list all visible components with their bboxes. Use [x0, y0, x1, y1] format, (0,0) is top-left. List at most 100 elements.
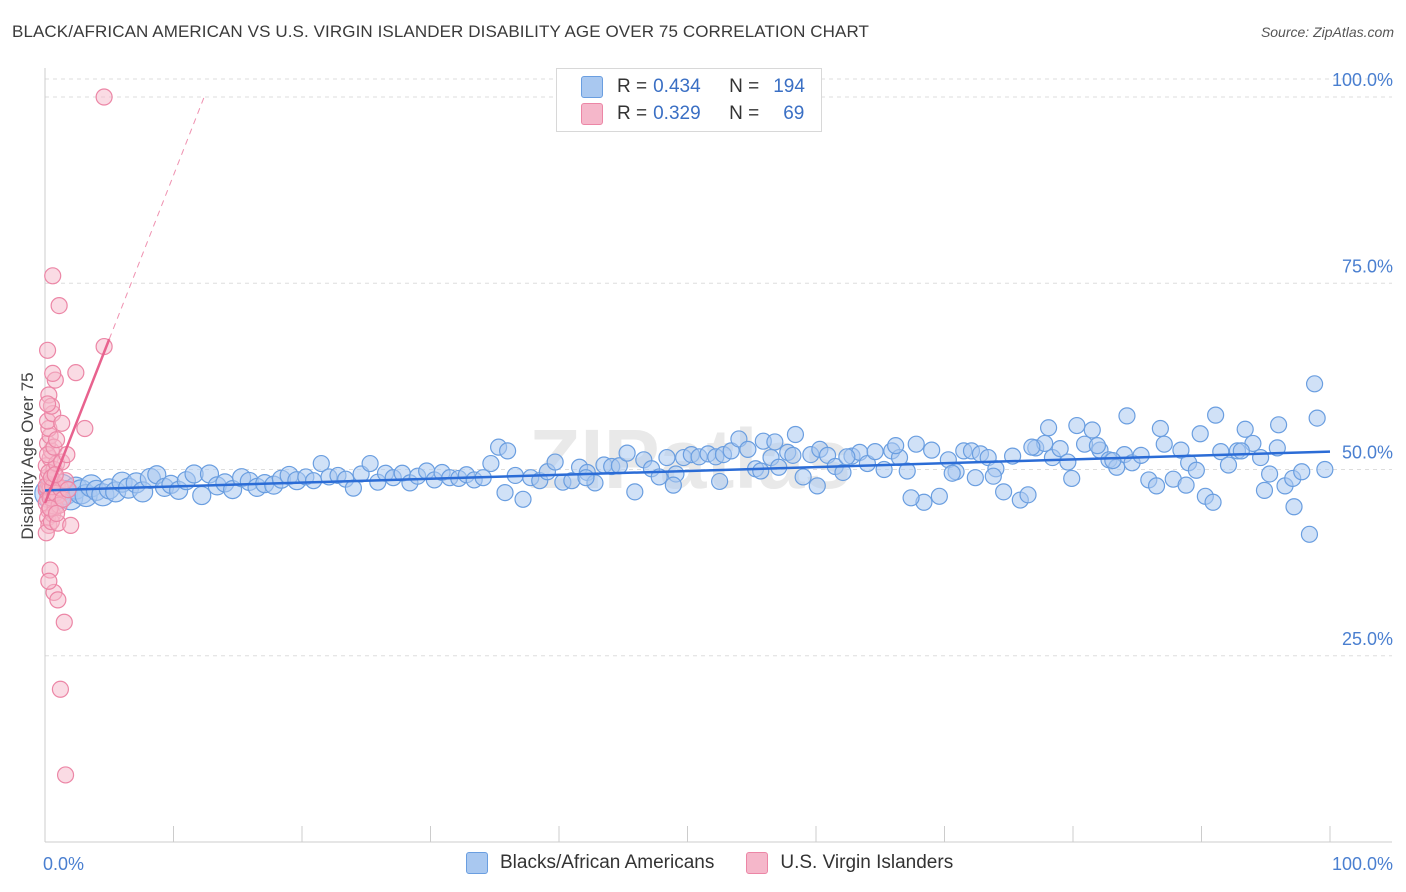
trend-line-blue	[44, 450, 1331, 492]
series-blacks-african-americans	[34, 375, 1334, 543]
data-point-blue	[1019, 486, 1037, 504]
data-point-blue	[1088, 437, 1107, 455]
legend-item-blacks: Blacks/African Americans	[466, 852, 714, 874]
data-point-blue	[1118, 407, 1136, 425]
data-point-blue	[838, 448, 856, 466]
data-point-blue	[898, 462, 916, 480]
data-point-blue	[711, 472, 729, 491]
data-point-blue	[722, 442, 740, 460]
data-point-pink	[47, 504, 66, 523]
trend-line-pink	[43, 338, 111, 504]
correlation-legend: R = 0.434 N = 194 R = 0.329 N = 69	[556, 68, 822, 132]
legend-swatch-blue	[581, 76, 603, 98]
data-point-blue	[1255, 481, 1274, 499]
trend-lines	[43, 93, 1331, 504]
data-point-blue	[1300, 525, 1319, 543]
data-point-blue	[496, 483, 514, 502]
data-point-blue	[1151, 419, 1169, 438]
legend-item-virgin-islanders: U.S. Virgin Islanders	[746, 852, 953, 874]
data-point-pink	[38, 341, 57, 359]
data-point-blue	[1068, 416, 1086, 435]
legend-n-label: N =	[729, 103, 760, 124]
data-point-blue	[1187, 461, 1205, 479]
data-point-blue	[1293, 463, 1311, 481]
x-tick-label: 0.0%	[43, 854, 84, 874]
data-point-blue	[739, 440, 757, 458]
data-point-blue	[1039, 419, 1058, 437]
data-point-pink	[53, 414, 71, 432]
data-point-blue	[499, 442, 517, 460]
data-point-blue	[1155, 435, 1173, 453]
data-point-blue	[1269, 416, 1288, 434]
data-point-blue	[658, 448, 676, 467]
data-point-blue	[930, 487, 948, 505]
legend-swatch-pink	[581, 103, 603, 125]
data-point-blue	[1059, 453, 1077, 471]
data-point-blue	[626, 483, 644, 501]
axis-labels: 25.0% 50.0% 75.0% 100.0% 0.0% 100.0% Disabilit…	[18, 70, 1393, 874]
data-point-pink	[51, 680, 70, 698]
y-tick-label: 50.0%	[1342, 443, 1393, 463]
data-point-blue	[1177, 476, 1195, 494]
y-axis-title: Disability Age Over 75	[18, 372, 37, 539]
data-point-blue	[1207, 406, 1225, 424]
chart-title: BLACK/AFRICAN AMERICAN VS U.S. VIRGIN IS…	[12, 22, 870, 41]
data-point-blue	[1204, 493, 1222, 511]
data-point-blue	[907, 435, 925, 453]
grid	[45, 78, 1392, 657]
data-point-pink	[56, 766, 75, 784]
data-point-blue	[304, 472, 323, 490]
data-point-blue	[1305, 375, 1324, 393]
data-point-blue	[943, 464, 961, 482]
series-us-virgin-islanders	[37, 88, 113, 784]
data-point-pink	[55, 613, 73, 631]
data-point-blue	[808, 477, 826, 495]
legend-n-label: N =	[729, 76, 760, 97]
data-point-blue	[1172, 441, 1190, 459]
source-label: Source: ZipAtlas.com	[1260, 24, 1394, 40]
legend-swatch-pink	[746, 852, 769, 874]
data-point-blue	[966, 469, 984, 487]
data-point-blue	[902, 489, 920, 507]
data-point-blue	[887, 437, 905, 455]
data-point-blue	[1285, 498, 1303, 516]
data-point-blue	[1252, 448, 1270, 467]
data-point-blue	[752, 462, 770, 480]
legend-label-virgin-islanders: U.S. Virgin Islanders	[780, 852, 954, 873]
series-legend: Blacks/African Americans U.S. Virgin Isl…	[466, 852, 985, 874]
y-tick-label: 100.0%	[1332, 70, 1393, 90]
data-point-blue	[1104, 451, 1122, 470]
data-point-blue	[618, 444, 636, 462]
data-point-blue	[995, 483, 1013, 501]
data-point-pink	[76, 419, 94, 438]
data-point-blue	[1132, 446, 1150, 464]
data-point-blue	[192, 485, 212, 506]
data-point-blue	[361, 454, 379, 473]
legend-n-value: 69	[783, 103, 805, 124]
data-point-blue	[1063, 469, 1081, 488]
y-tick-label: 25.0%	[1342, 629, 1393, 649]
data-point-pink	[67, 364, 85, 382]
data-point-blue	[1083, 421, 1101, 439]
data-point-pink	[44, 364, 62, 382]
data-point-blue	[984, 467, 1002, 485]
data-point-blue	[1308, 409, 1326, 427]
data-point-blue	[482, 454, 500, 473]
legend-n-value: 194	[773, 76, 805, 97]
legend-label-blacks: Blacks/African Americans	[500, 852, 715, 873]
x-tick-label: 100.0%	[1332, 854, 1393, 874]
data-point-pink	[50, 297, 68, 315]
data-point-blue	[794, 468, 812, 486]
data-point-blue	[858, 454, 877, 473]
legend-row-blue: R = 0.434 N = 194	[581, 75, 805, 99]
legend-swatch-blue	[466, 852, 488, 874]
legend-r-label: R =	[617, 103, 648, 124]
data-point-pink	[95, 88, 113, 106]
data-point-blue	[514, 490, 532, 508]
data-point-blue	[344, 479, 362, 497]
data-point-blue	[784, 446, 802, 464]
data-point-blue	[766, 433, 784, 451]
data-point-blue	[1232, 442, 1250, 460]
legend-r-label: R =	[617, 76, 648, 97]
